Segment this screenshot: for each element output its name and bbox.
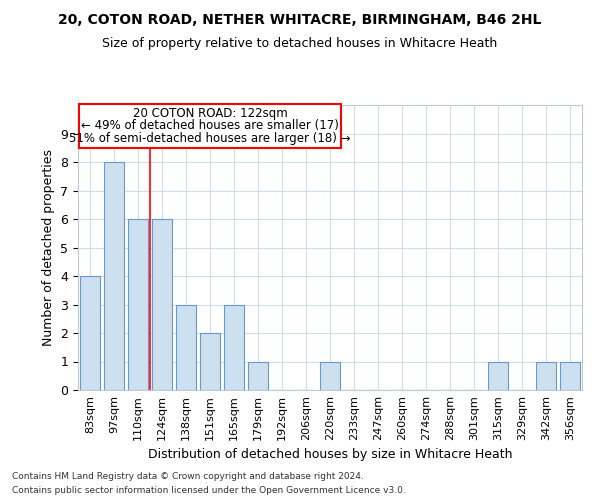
Bar: [224, 304, 244, 390]
Text: Contains public sector information licensed under the Open Government Licence v3: Contains public sector information licen…: [12, 486, 406, 495]
Bar: [320, 362, 340, 390]
Bar: [80, 276, 100, 390]
Text: ← 49% of detached houses are smaller (17): ← 49% of detached houses are smaller (17…: [81, 119, 339, 132]
Text: Size of property relative to detached houses in Whitacre Heath: Size of property relative to detached ho…: [103, 38, 497, 51]
Text: 20 COTON ROAD: 122sqm: 20 COTON ROAD: 122sqm: [133, 107, 287, 120]
Bar: [176, 304, 196, 390]
Text: 20, COTON ROAD, NETHER WHITACRE, BIRMINGHAM, B46 2HL: 20, COTON ROAD, NETHER WHITACRE, BIRMING…: [58, 12, 542, 26]
Bar: [560, 362, 580, 390]
FancyBboxPatch shape: [79, 104, 341, 148]
Bar: [200, 333, 220, 390]
Bar: [248, 362, 268, 390]
Bar: [152, 219, 172, 390]
Bar: [488, 362, 508, 390]
Bar: [536, 362, 556, 390]
Bar: [128, 219, 148, 390]
Text: Contains HM Land Registry data © Crown copyright and database right 2024.: Contains HM Land Registry data © Crown c…: [12, 472, 364, 481]
Y-axis label: Number of detached properties: Number of detached properties: [42, 149, 55, 346]
Bar: [104, 162, 124, 390]
Text: 51% of semi-detached houses are larger (18) →: 51% of semi-detached houses are larger (…: [69, 132, 351, 144]
X-axis label: Distribution of detached houses by size in Whitacre Heath: Distribution of detached houses by size …: [148, 448, 512, 462]
